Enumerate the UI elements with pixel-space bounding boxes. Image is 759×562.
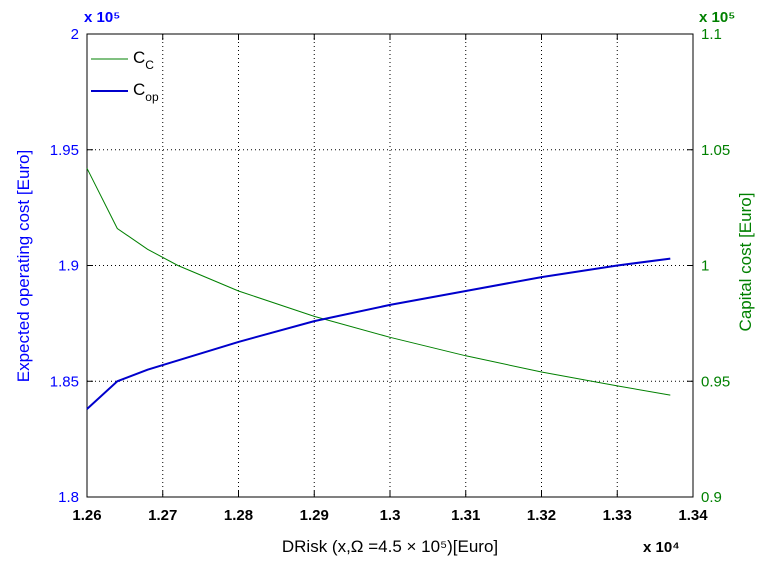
legend-label-cc: CC [133,48,154,72]
right-y-axis-multiplier: x 10⁵ [699,9,735,26]
left-y-tick-label: 1.9 [58,258,79,275]
right-y-tick-label: 1.1 [701,26,722,43]
x-tick-label: 1.32 [527,507,556,524]
right-y-tick-label: 0.9 [701,489,722,506]
legend: CC Cop [91,48,159,104]
x-axis-multiplier: x 10⁴ [643,539,680,556]
x-tick-label: 1.31 [451,507,480,524]
x-tick-label: 1.3 [380,507,401,524]
left-y-axis-title: Expected operating cost [Euro] [14,150,33,382]
x-tick-label: 1.28 [224,507,253,524]
series-lines [86,168,671,410]
left-y-tick-label: 2 [71,26,79,43]
right-y-tick-label: 1 [701,258,709,275]
x-tick-label: 1.33 [603,507,632,524]
left-y-tick-label: 1.8 [58,489,79,506]
x-tick-label: 1.34 [678,507,708,524]
series-line-cop [86,257,671,410]
right-y-axis-title: Capital cost [Euro] [736,193,755,332]
left-y-tick-label: 1.95 [50,142,79,159]
x-tick-label: 1.26 [72,507,101,524]
left-y-tick-label: 1.85 [50,373,79,390]
left-y-axis-ticks: 1.8 1.85 1.9 1.95 2 [50,26,93,506]
x-axis-ticks: 1.26 1.27 1.28 1.29 1.3 1.31 1.32 1.33 1.34 [72,34,708,524]
series-line-cc [86,168,671,396]
x-tick-label: 1.27 [148,507,177,524]
left-y-axis-multiplier: x 10⁵ [84,9,120,26]
x-axis-title: DRisk (x,Ω =4.5 × 10⁵)[Euro] [282,537,498,556]
legend-label-cop: Cop [133,80,159,104]
right-y-tick-label: 1.05 [701,142,730,159]
right-y-tick-label: 0.95 [701,373,730,390]
right-y-axis-ticks: 0.9 0.95 1 1.05 1.1 [687,26,730,506]
x-tick-label: 1.29 [300,507,329,524]
